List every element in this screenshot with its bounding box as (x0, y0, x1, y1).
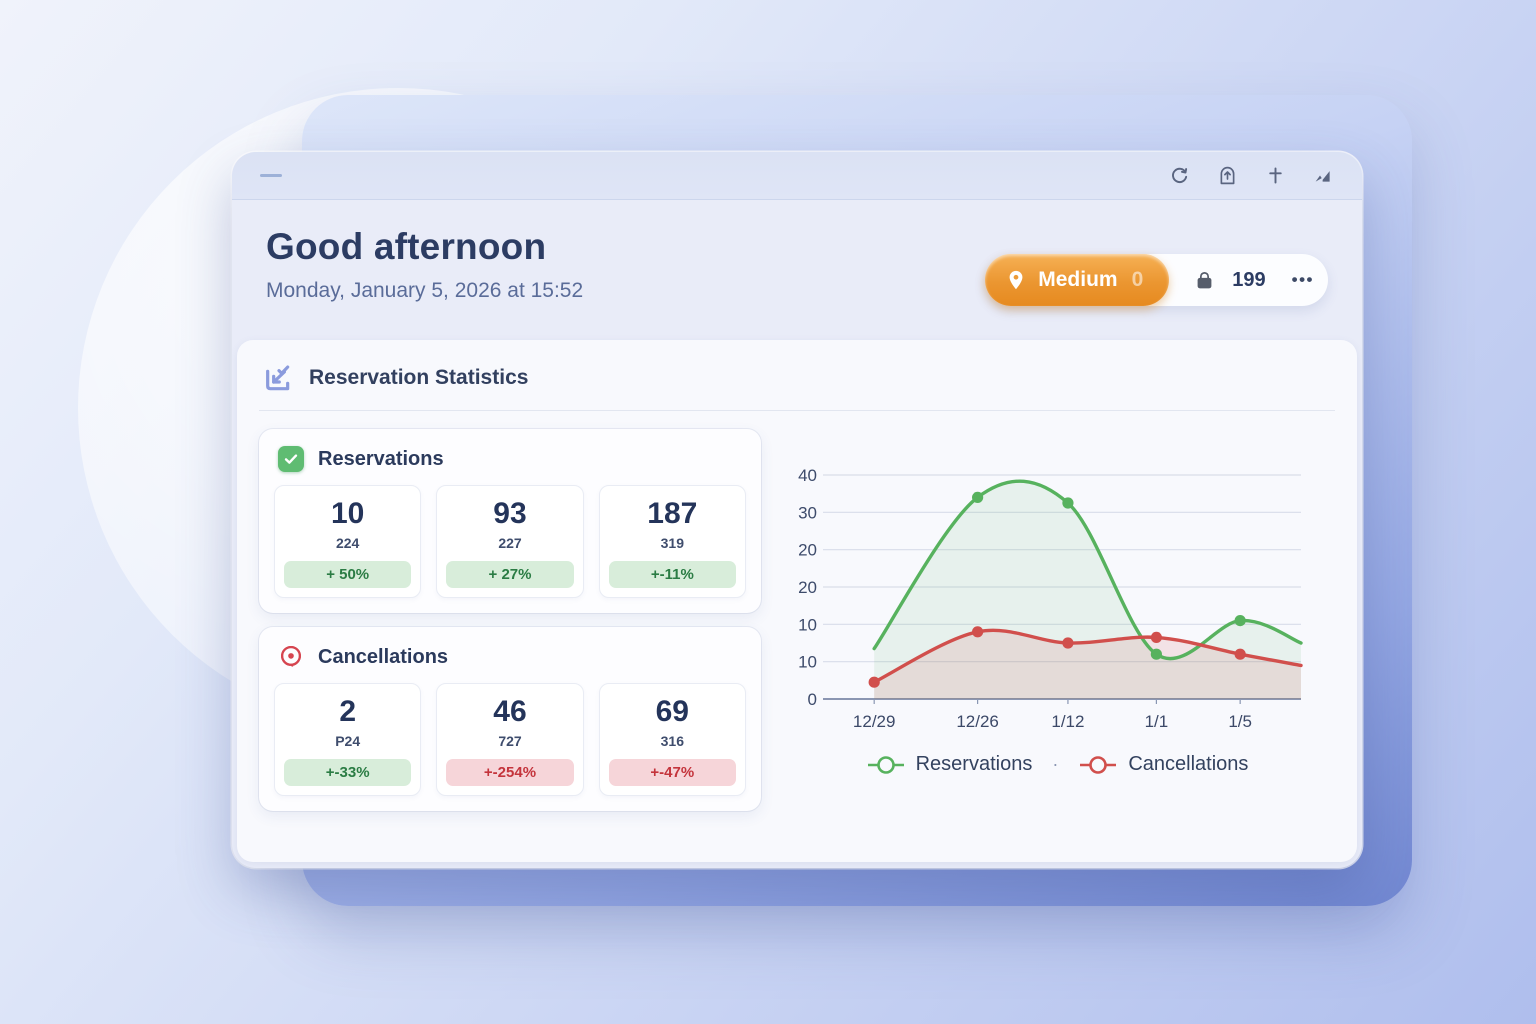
legend-swatch-cancellations-icon (1080, 755, 1117, 774)
location-pill-label: Medium (1038, 268, 1118, 291)
location-pill-button[interactable]: Medium 0 (985, 254, 1170, 306)
cart-button[interactable]: 199 (1169, 269, 1277, 292)
greeting-block: Good afternoon Monday, January 5, 2026 a… (266, 226, 583, 306)
stat-previous: P24 (335, 733, 361, 749)
svg-text:1/12: 1/12 (1051, 712, 1084, 731)
refresh-icon[interactable] (1169, 165, 1190, 186)
stat-value: 69 (655, 695, 689, 728)
svg-text:20: 20 (798, 541, 817, 560)
legend-separator: · (1052, 754, 1059, 774)
line-chart: 0 10 10 20 20 30 40 12/29 12/26 1/12 1/1 1/5 (798, 466, 1303, 731)
svg-text:40: 40 (798, 466, 817, 485)
location-pill-count: 0 (1131, 268, 1144, 291)
header: Good afternoon Monday, January 5, 2026 a… (232, 200, 1362, 340)
stat-value: 93 (493, 497, 527, 530)
legend-label: Reservations (915, 753, 1033, 775)
cancellations-card: Cancellations 2 P24 +-33% 46 727 +-254% (259, 627, 761, 811)
titlebar (232, 152, 1362, 200)
stat-value: 46 (493, 695, 527, 728)
reservations-card-title: Reservations (318, 447, 444, 470)
bag-icon (1193, 269, 1216, 292)
app-window: Good afternoon Monday, January 5, 2026 a… (232, 152, 1362, 868)
stat-previous: 319 (660, 535, 684, 551)
stat-tile: 46 727 +-254% (436, 683, 584, 796)
svg-text:12/26: 12/26 (956, 712, 999, 731)
legend-swatch-reservations-icon (867, 755, 904, 774)
reservation-statistics-panel: Reservation Statistics Reservations (237, 340, 1357, 862)
stat-value: 2 (339, 695, 356, 728)
stat-value: 10 (330, 497, 365, 530)
legend-item-cancellations[interactable]: Cancellations (1078, 753, 1248, 776)
stat-tile: 10 224 + 50% (274, 485, 422, 598)
cancellations-tiles: 2 P24 +-33% 46 727 +-254% 69 316 +-4 (274, 683, 746, 796)
status-pill-group: Medium 0 199 ••• (985, 254, 1328, 306)
stat-tile: 187 319 +-11% (598, 485, 746, 598)
change-badge: +-11% (608, 561, 736, 588)
change-badge: +-47% (608, 759, 736, 786)
location-pin-icon (1005, 269, 1027, 291)
panel-header: Reservation Statistics (259, 360, 1335, 411)
legend-label: Cancellations (1128, 753, 1249, 775)
svg-text:10: 10 (798, 615, 817, 634)
reservations-card: Reservations 10 224 + 50% 93 227 + 27% (259, 429, 761, 613)
minimize-dash-icon[interactable] (260, 174, 282, 177)
checkbox-checked-icon[interactable] (278, 446, 304, 472)
svg-text:30: 30 (798, 503, 817, 522)
stat-tile: 93 227 + 27% (436, 485, 584, 598)
svg-text:10: 10 (798, 653, 817, 672)
svg-text:0: 0 (808, 690, 817, 709)
change-badge: +-33% (284, 759, 412, 786)
cart-count: 199 (1232, 268, 1266, 291)
legend-item-reservations[interactable]: Reservations (866, 753, 1033, 776)
reservations-card-header: Reservations (274, 442, 746, 485)
change-badge: + 27% (446, 561, 574, 588)
stat-tile: 2 P24 +-33% (274, 683, 422, 796)
datetime-text: Monday, January 5, 2026 at 15:52 (266, 279, 584, 302)
stat-tile: 69 316 +-47% (598, 683, 746, 796)
stat-previous: 227 (498, 535, 522, 551)
add-icon[interactable] (1265, 165, 1286, 186)
stat-previous: 727 (498, 733, 522, 749)
page-title: Good afternoon (266, 226, 547, 267)
stat-cards-column: Reservations 10 224 + 50% 93 227 + 27% (259, 429, 761, 811)
reservations-tiles: 10 224 + 50% 93 227 + 27% 187 319 +- (274, 485, 746, 598)
cancellations-card-header: Cancellations (274, 640, 746, 683)
panel-content: Reservations 10 224 + 50% 93 227 + 27% (259, 411, 1335, 811)
share-icon[interactable] (1217, 165, 1238, 186)
svg-text:12/29: 12/29 (853, 712, 896, 731)
cancellations-card-title: Cancellations (318, 645, 449, 668)
statistics-chart-icon (261, 362, 293, 394)
stat-previous: 224 (335, 535, 360, 551)
stat-value: 187 (647, 497, 698, 530)
svg-text:20: 20 (798, 578, 817, 597)
svg-text:1/1: 1/1 (1145, 712, 1169, 731)
titlebar-icons (1169, 165, 1334, 186)
panel-title: Reservation Statistics (309, 366, 529, 389)
cancellation-pin-icon (278, 644, 304, 670)
change-badge: +-254% (446, 759, 574, 786)
svg-text:1/5: 1/5 (1228, 712, 1252, 731)
activity-icon[interactable] (1313, 165, 1334, 186)
overflow-menu-button[interactable]: ••• (1291, 270, 1314, 289)
chart-legend: Reservations · Cancellations (779, 753, 1335, 776)
stat-previous: 316 (660, 733, 684, 749)
chart-column: 0 10 10 20 20 30 40 12/29 12/26 1/12 1/1 1/5 Reserv… (761, 429, 1335, 811)
header-actions: Medium 0 199 ••• (985, 254, 1328, 306)
change-badge: + 50% (284, 561, 412, 588)
